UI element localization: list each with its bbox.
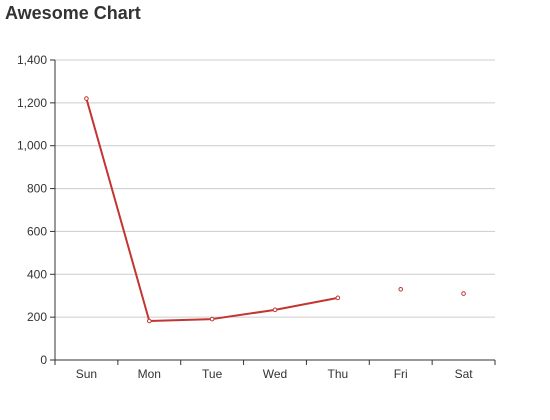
data-point-sun	[84, 96, 89, 101]
y-tick-label: 400	[27, 267, 47, 281]
data-point-wed	[272, 307, 278, 313]
data-point-fri	[398, 286, 404, 292]
x-tick-label-tue: Tue	[202, 367, 223, 381]
chart-title: Awesome Chart	[5, 3, 141, 23]
y-tick-label: 0	[40, 353, 47, 367]
y-tick-label: 800	[27, 182, 47, 196]
data-point-mon	[146, 318, 152, 324]
x-tick-label-sat: Sat	[455, 367, 474, 381]
y-tick-label: 1,000	[17, 139, 47, 153]
x-tick-label-mon: Mon	[138, 367, 161, 381]
y-tick-label: 1,200	[17, 96, 47, 110]
grid-lines	[55, 59, 495, 318]
y-tick-label: 200	[27, 310, 47, 324]
y-tick-label: 600	[27, 224, 47, 238]
x-tick-label-fri: Fri	[394, 367, 408, 381]
data-point-tue	[209, 316, 215, 322]
data-point-thu	[335, 295, 341, 301]
x-tick-label-wed: Wed	[263, 367, 287, 381]
x-tick-label-thu: Thu	[328, 367, 349, 381]
series-line	[85, 98, 339, 322]
y-tick-label: 1,400	[17, 53, 47, 67]
data-point-sat	[461, 291, 466, 296]
x-tick-label-sun: Sun	[76, 367, 97, 381]
series-layer	[84, 96, 466, 324]
axes: 0 200 400 600 800 1,000 1,200 1,400 Sun Mon Tue Wed…	[17, 53, 496, 381]
